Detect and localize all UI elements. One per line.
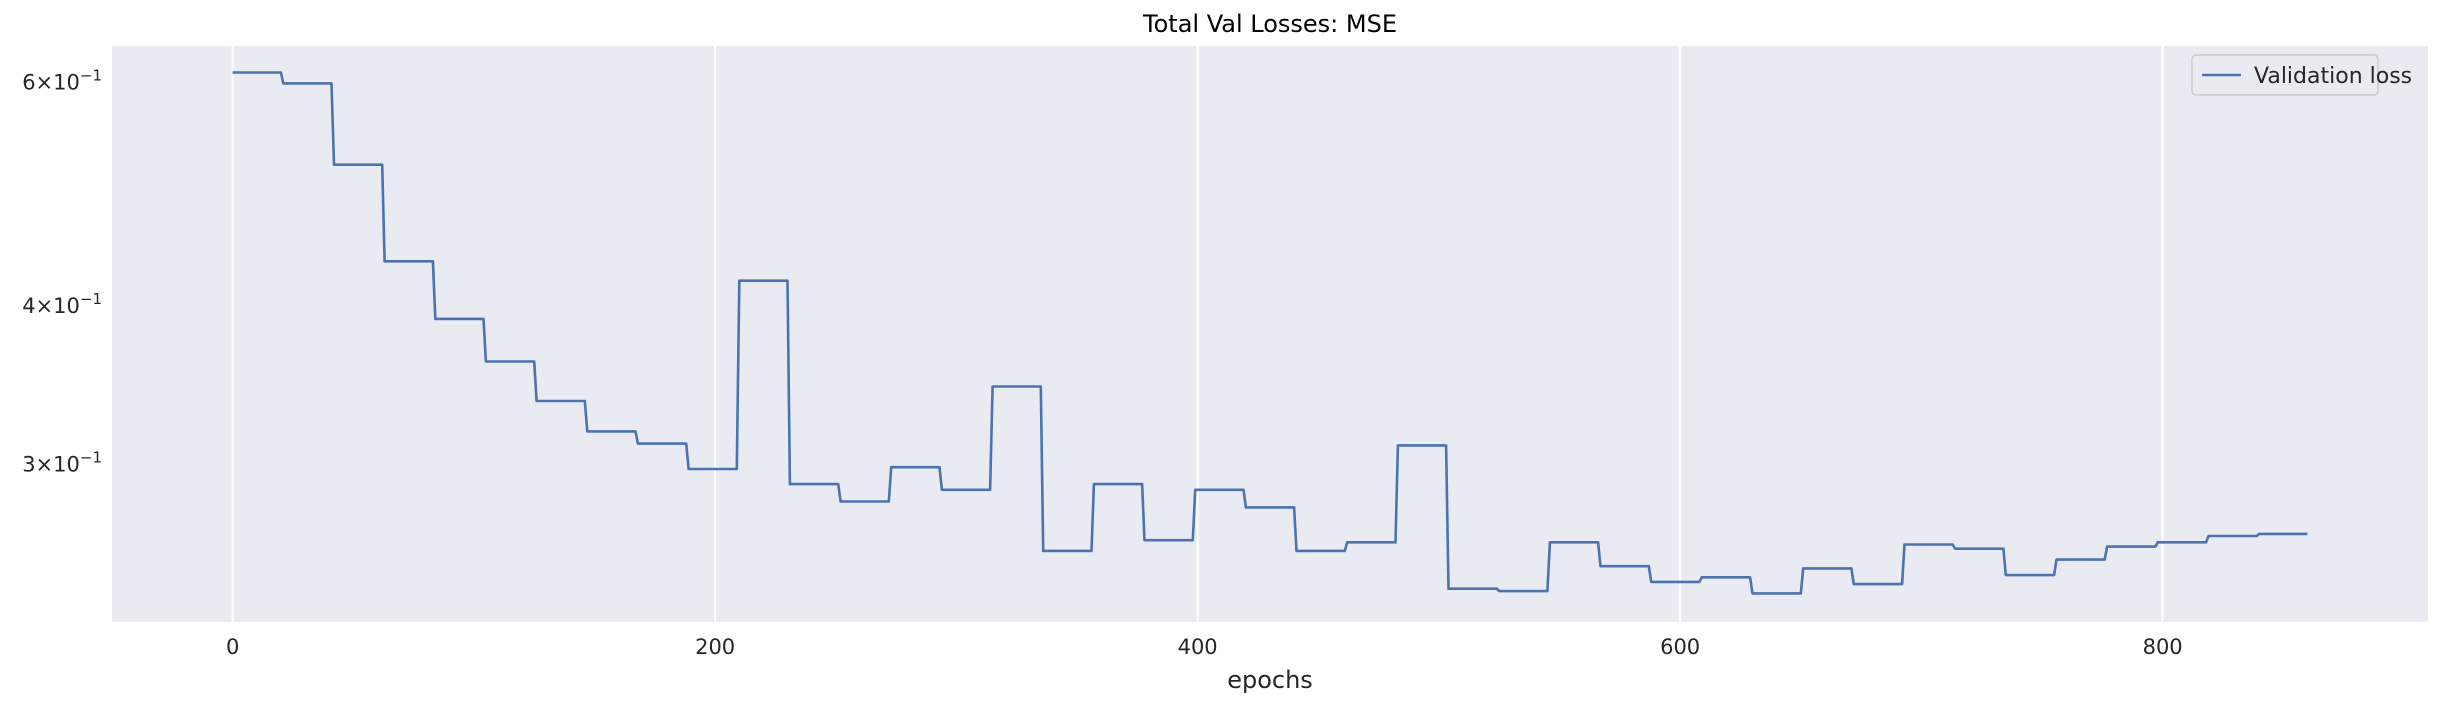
x-tick-label: 800 xyxy=(2143,635,2183,659)
x-tick-label: 400 xyxy=(1178,635,1218,659)
series-layer xyxy=(232,71,2308,595)
y-axis-ticks: 6×10−14×10−13×10−1 xyxy=(22,67,102,477)
y-tick-exponent: −1 xyxy=(80,290,102,308)
y-tick-base: 3×10 xyxy=(22,452,80,476)
y-tick-exponent: −1 xyxy=(80,67,102,85)
x-tick-label: 600 xyxy=(1660,635,1700,659)
x-axis-ticks: 0 200 400 600 800 xyxy=(226,635,2183,659)
y-tick-base: 4×10 xyxy=(22,294,80,318)
x-tick-label: 0 xyxy=(226,635,239,659)
y-tick-label: 6×10−1 xyxy=(22,67,102,95)
y-tick-exponent: −1 xyxy=(80,448,102,466)
y-tick-base: 6×10 xyxy=(22,71,80,95)
legend-label: Validation loss xyxy=(2254,64,2412,89)
x-axis-label: epochs xyxy=(1227,666,1313,694)
legend: Validation loss xyxy=(2191,54,2412,96)
plot-area xyxy=(112,46,2428,622)
chart-title: Total Val Losses: MSE xyxy=(1142,10,1397,38)
series-line-validation-loss xyxy=(232,71,2308,595)
y-tick-label: 4×10−1 xyxy=(22,290,102,318)
y-tick-label: 3×10−1 xyxy=(22,448,102,476)
x-tick-label: 200 xyxy=(695,635,735,659)
legend-box xyxy=(2191,54,2379,96)
grid-lines xyxy=(231,46,2164,622)
